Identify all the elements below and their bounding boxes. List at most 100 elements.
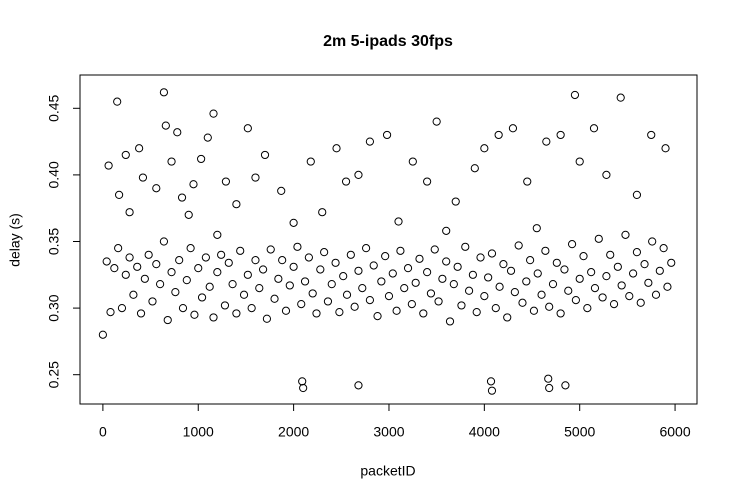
point [308, 289, 317, 298]
point [213, 230, 222, 239]
point [217, 250, 226, 259]
point [598, 293, 607, 302]
point [594, 234, 603, 243]
y-axis-label: delay (s) [7, 213, 23, 267]
point [491, 303, 500, 313]
point [221, 177, 231, 186]
point [201, 253, 210, 262]
x-tick-label: 2000 [278, 424, 309, 440]
point [579, 252, 588, 261]
point [260, 150, 270, 160]
point [434, 297, 443, 306]
point [114, 190, 124, 199]
point [632, 190, 642, 199]
point [114, 244, 123, 253]
point [567, 240, 577, 249]
point [453, 262, 462, 271]
point [117, 303, 127, 313]
point [190, 310, 199, 319]
point [506, 266, 516, 275]
point [266, 245, 275, 254]
point [526, 256, 535, 265]
point [232, 309, 241, 318]
point [408, 157, 417, 166]
point [470, 164, 479, 173]
point [583, 303, 592, 313]
point [388, 269, 397, 278]
point [487, 386, 497, 395]
point [258, 265, 268, 274]
point [194, 264, 203, 273]
point [159, 88, 169, 97]
point [289, 262, 298, 271]
point [197, 154, 206, 164]
y-tick-label: 0.40 [46, 161, 62, 188]
point [545, 383, 554, 393]
point [392, 306, 401, 315]
point [629, 269, 638, 278]
point [369, 261, 378, 270]
point [587, 268, 596, 277]
point [514, 241, 523, 250]
point [209, 313, 218, 322]
point [449, 280, 458, 289]
point [636, 298, 645, 307]
point [186, 244, 195, 253]
point [331, 258, 340, 267]
point [354, 170, 363, 179]
point [341, 177, 351, 186]
point [522, 277, 531, 286]
point [306, 157, 315, 166]
point [659, 244, 668, 253]
point [251, 256, 260, 265]
point [285, 281, 294, 290]
point [590, 284, 600, 293]
x-axis-label: packetID [360, 463, 415, 479]
point [438, 274, 447, 283]
point [617, 281, 626, 290]
point [667, 258, 676, 267]
point [616, 93, 625, 102]
point [104, 161, 113, 170]
point [236, 246, 245, 255]
point [621, 230, 630, 239]
x-tick-label: 3000 [373, 424, 404, 440]
point [503, 313, 512, 322]
point [163, 315, 172, 325]
point [281, 306, 291, 315]
point [270, 294, 279, 303]
point [415, 254, 424, 263]
point [625, 292, 634, 301]
x-tick-label: 4000 [469, 424, 500, 440]
point [403, 264, 413, 273]
point [293, 242, 302, 251]
point [484, 273, 493, 282]
point [220, 301, 230, 310]
point [243, 270, 252, 279]
point [102, 257, 111, 266]
point [480, 292, 489, 301]
point [486, 377, 496, 386]
point [156, 280, 165, 289]
point [571, 296, 580, 305]
point [350, 302, 359, 311]
point [661, 144, 670, 153]
point [400, 284, 409, 293]
point [173, 128, 182, 137]
point [451, 197, 460, 206]
point [606, 250, 615, 259]
point [361, 244, 371, 253]
x-tick-label: 5000 [564, 424, 595, 440]
point [508, 124, 518, 133]
point [480, 144, 489, 153]
point [320, 248, 329, 257]
point [518, 298, 527, 307]
point [184, 210, 193, 219]
point [461, 242, 470, 251]
point [377, 277, 386, 286]
point [648, 237, 657, 246]
point [135, 144, 144, 153]
point [136, 309, 146, 318]
point [232, 200, 241, 209]
